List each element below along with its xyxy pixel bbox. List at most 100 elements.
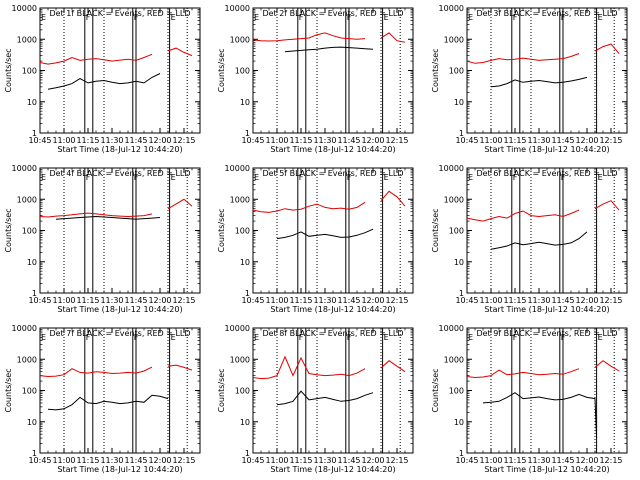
x-tick-label: 10:45 xyxy=(455,456,478,465)
y-tick-label: 10000 xyxy=(439,164,464,173)
y-axis-label: Counts/sec xyxy=(217,368,226,412)
y-tick-label: 1 xyxy=(32,449,37,458)
y-axis-label: Counts/sec xyxy=(4,208,13,252)
marker-letter: E xyxy=(468,173,473,182)
chart-panel-5: Det 5f BLACK = Events, RED = LLD 1 10 100 10… xyxy=(217,164,414,314)
x-tick-label: 12:15 xyxy=(172,136,195,145)
x-tick-label: 11:45 xyxy=(124,136,147,145)
x-axis-label: Start Time (18-Jul-12 10:44:20) xyxy=(270,145,395,154)
x-tick-label: 12:00 xyxy=(575,296,598,305)
x-tick-label: 11:00 xyxy=(52,456,75,465)
x-tick-label: 12:00 xyxy=(361,136,384,145)
marker-letter: E xyxy=(598,13,603,22)
x-tick-label: 11:45 xyxy=(337,136,360,145)
series-line-lld xyxy=(39,364,193,378)
x-tick-label: 12:00 xyxy=(148,296,171,305)
x-tick-label: 11:45 xyxy=(551,136,574,145)
y-tick-label: 100 xyxy=(22,227,37,236)
series-line-lld xyxy=(39,198,193,218)
marker-letter: E xyxy=(171,13,176,22)
y-tick-label: 100 xyxy=(449,227,464,236)
marker-letter: F xyxy=(347,333,352,342)
x-tick-label: 11:00 xyxy=(52,296,75,305)
y-axis-label: Counts/sec xyxy=(431,48,440,92)
y-tick-label: 10 xyxy=(27,418,37,427)
y-tick-label: 1 xyxy=(32,129,37,138)
x-tick-label: 11:00 xyxy=(479,296,502,305)
chart-title: Det 2f BLACK = Events, RED = LLD xyxy=(262,9,403,18)
y-tick-label: 1 xyxy=(459,129,464,138)
y-tick-label: 10 xyxy=(27,258,37,267)
x-tick-label: 11:30 xyxy=(313,296,336,305)
x-tick-label: 12:15 xyxy=(385,296,408,305)
chart-title: Det 9f BLACK = Events, RED = LLD xyxy=(476,329,617,338)
marker-letter: F xyxy=(561,173,566,182)
x-axis-label: Start Time (18-Jul-12 10:44:20) xyxy=(270,465,395,474)
y-tick-label: 1000 xyxy=(230,355,250,364)
y-tick-label: 10000 xyxy=(439,4,464,13)
x-tick-label: 11:30 xyxy=(313,136,336,145)
y-tick-label: 1000 xyxy=(17,195,37,204)
x-tick-label: 10:45 xyxy=(28,136,51,145)
y-axis-label: Counts/sec xyxy=(431,208,440,252)
chart-title: Det 5f BLACK = Events, RED = LLD xyxy=(262,169,403,178)
y-tick-label: 10000 xyxy=(12,164,37,173)
series-line-lld xyxy=(466,360,620,379)
x-tick-label: 12:15 xyxy=(385,456,408,465)
x-tick-label: 11:45 xyxy=(337,296,360,305)
marker-letter: F xyxy=(134,13,139,22)
series-line-events xyxy=(47,394,169,411)
y-tick-label: 100 xyxy=(449,387,464,396)
x-tick-label: 11:30 xyxy=(313,456,336,465)
x-tick-label: 12:15 xyxy=(599,456,622,465)
x-tick-label: 12:15 xyxy=(172,456,195,465)
x-tick-label: 12:15 xyxy=(172,296,195,305)
marker-letter: E xyxy=(384,333,389,342)
series-line-events xyxy=(491,74,603,86)
y-tick-label: 10 xyxy=(454,98,464,107)
y-axis-label: Counts/sec xyxy=(4,48,13,92)
chart-title: Det 7f BLACK = Events, RED = LLD xyxy=(49,329,190,338)
x-tick-label: 11:15 xyxy=(76,456,99,465)
x-tick-label: 10:45 xyxy=(455,296,478,305)
marker-letter: E xyxy=(254,13,259,22)
marker-letter: E xyxy=(468,13,473,22)
series-line-events xyxy=(55,215,161,220)
y-tick-label: 10 xyxy=(240,98,250,107)
marker-letter: F xyxy=(513,173,518,182)
series-line-events xyxy=(276,390,374,406)
series-line-lld xyxy=(466,200,620,222)
x-tick-label: 11:00 xyxy=(52,136,75,145)
x-axis-label: Start Time (18-Jul-12 10:44:20) xyxy=(484,465,609,474)
marker-letter: F xyxy=(561,13,566,22)
series-line-lld xyxy=(252,32,406,43)
chart-panel-6: Det 6f BLACK = Events, RED = LLD 1 10 100 10… xyxy=(431,164,628,314)
y-tick-label: 10000 xyxy=(12,4,37,13)
y-tick-label: 10 xyxy=(27,98,37,107)
x-tick-label: 12:15 xyxy=(599,136,622,145)
marker-letter: F xyxy=(299,13,304,22)
y-tick-label: 1000 xyxy=(230,195,250,204)
chart-title: Det 6f BLACK = Events, RED = LLD xyxy=(476,169,617,178)
x-tick-label: 10:45 xyxy=(28,456,51,465)
x-tick-label: 11:45 xyxy=(124,296,147,305)
x-tick-label: 11:30 xyxy=(527,136,550,145)
y-tick-label: 1000 xyxy=(444,35,464,44)
chart-panel-4: Det 4f BLACK = Events, RED = LLD 1 10 100 10… xyxy=(4,164,201,314)
y-tick-label: 1 xyxy=(245,289,250,298)
x-tick-label: 11:15 xyxy=(76,136,99,145)
x-tick-label: 11:00 xyxy=(265,296,288,305)
y-tick-label: 100 xyxy=(235,67,250,76)
x-tick-label: 11:15 xyxy=(503,136,526,145)
x-tick-label: 12:00 xyxy=(148,456,171,465)
x-tick-label: 12:00 xyxy=(361,296,384,305)
marker-letter: E xyxy=(254,173,259,182)
series-line-events xyxy=(276,228,374,240)
y-tick-label: 100 xyxy=(449,67,464,76)
x-tick-label: 12:00 xyxy=(148,136,171,145)
x-tick-label: 10:45 xyxy=(455,136,478,145)
y-tick-label: 10000 xyxy=(225,324,250,333)
y-tick-label: 1000 xyxy=(230,35,250,44)
x-tick-label: 10:45 xyxy=(241,456,264,465)
chart-panel-1: Det 1f BLACK = Events, RED = LLD 1 10 100 10… xyxy=(4,4,201,154)
